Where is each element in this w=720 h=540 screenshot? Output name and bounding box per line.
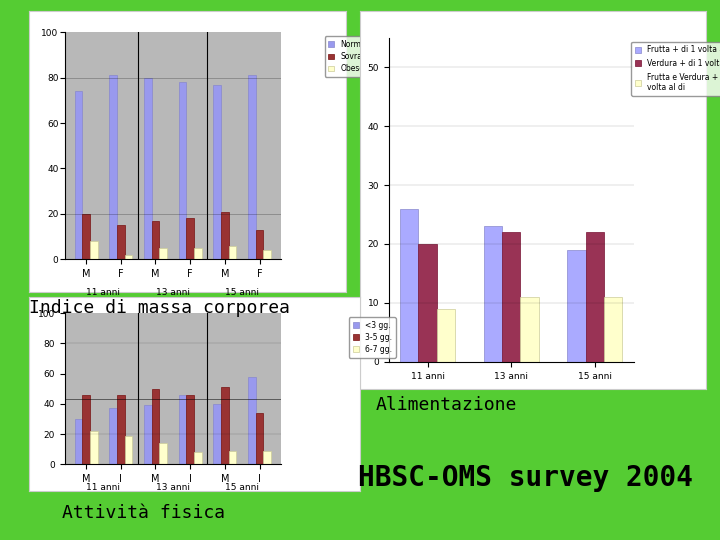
Text: 13 anni: 13 anni xyxy=(156,483,190,492)
Bar xyxy=(264,451,271,464)
Bar xyxy=(109,76,117,259)
Legend: Normopeso, Sovrappeso, Obeso: Normopeso, Sovrappeso, Obeso xyxy=(325,36,390,77)
Bar xyxy=(159,443,167,464)
Text: HBSC-OMS survey 2004: HBSC-OMS survey 2004 xyxy=(358,464,693,492)
Text: 13 anni: 13 anni xyxy=(156,288,190,298)
Bar xyxy=(229,246,236,259)
Bar xyxy=(221,212,229,259)
Bar xyxy=(144,78,152,259)
Bar xyxy=(186,218,194,259)
Bar xyxy=(256,413,264,464)
Bar xyxy=(179,395,186,464)
Bar xyxy=(194,248,202,259)
Bar xyxy=(117,395,125,464)
Text: 11 anni: 11 anni xyxy=(86,483,120,492)
Bar xyxy=(186,395,194,464)
Bar xyxy=(82,395,90,464)
Text: 11 anni: 11 anni xyxy=(86,288,120,298)
Bar xyxy=(418,244,437,362)
Bar xyxy=(75,419,82,464)
Bar xyxy=(152,389,159,464)
Legend: <3 gg., 3-5 gg., 6-7 gg.: <3 gg., 3-5 gg., 6-7 gg. xyxy=(349,317,396,358)
Text: 15 anni: 15 anni xyxy=(225,483,259,492)
Bar xyxy=(194,453,202,464)
Bar xyxy=(484,226,502,362)
Bar xyxy=(117,225,125,259)
Bar xyxy=(75,91,82,259)
Bar xyxy=(437,309,455,362)
Bar xyxy=(159,248,167,259)
Bar xyxy=(109,408,117,464)
Bar xyxy=(144,406,152,464)
Bar xyxy=(604,297,623,362)
Bar xyxy=(521,297,539,362)
Bar xyxy=(264,250,271,259)
Bar xyxy=(256,230,264,259)
Text: Indice di massa corporea: Indice di massa corporea xyxy=(29,299,289,317)
Text: 15 anni: 15 anni xyxy=(225,288,259,298)
Bar xyxy=(400,208,418,362)
Bar xyxy=(90,241,97,259)
Bar xyxy=(221,387,229,464)
Bar xyxy=(502,232,521,362)
Bar xyxy=(248,76,256,259)
Bar xyxy=(125,255,132,259)
Bar xyxy=(585,232,604,362)
Bar xyxy=(567,250,585,362)
Bar xyxy=(152,221,159,259)
Bar xyxy=(179,82,186,259)
Bar xyxy=(213,404,221,464)
Bar xyxy=(125,436,132,464)
Legend: Frutta + di 1 volta al di, Verdura + di 1 volta al di, Frutta e Verdura + di 1
v: Frutta + di 1 volta al di, Verdura + di … xyxy=(631,42,720,96)
Bar xyxy=(229,451,236,464)
Bar xyxy=(248,377,256,464)
Bar xyxy=(213,85,221,259)
Text: Attività fisica: Attività fisica xyxy=(63,504,225,522)
Text: Alimentazione: Alimentazione xyxy=(376,396,517,414)
Bar xyxy=(82,214,90,259)
Bar xyxy=(90,431,97,464)
